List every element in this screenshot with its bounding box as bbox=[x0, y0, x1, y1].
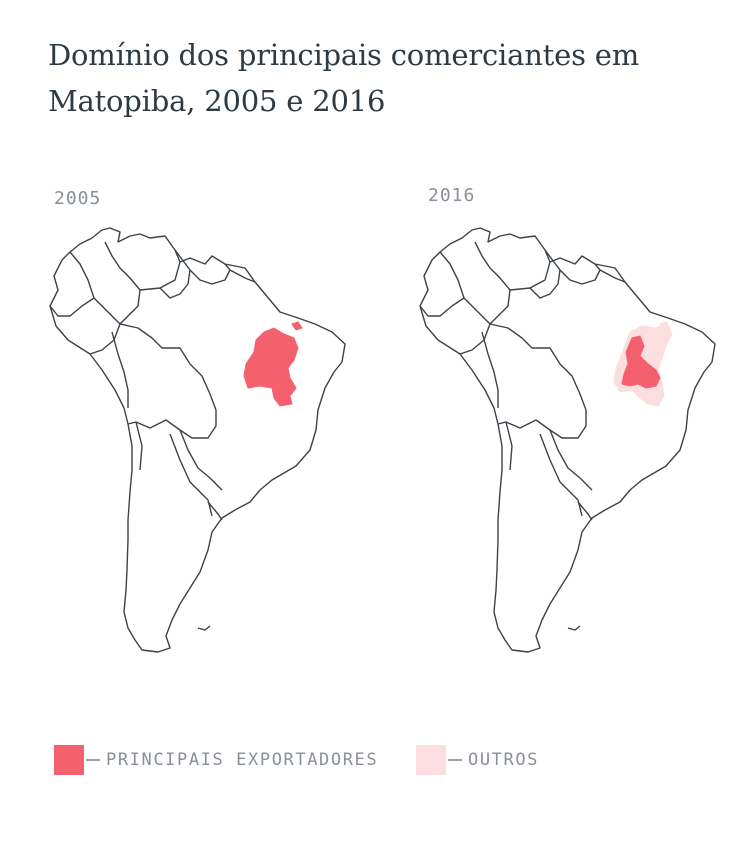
legend-label-principais: PRINCIPAIS EXPORTADORES bbox=[106, 750, 379, 770]
map-label-2005: 2005 bbox=[54, 188, 102, 209]
matopiba-principais-2005 bbox=[243, 327, 299, 407]
matopiba-principais-2016-north bbox=[659, 321, 671, 331]
legend-leader bbox=[448, 759, 462, 761]
legend-item-outros: OUTROS bbox=[416, 745, 539, 775]
south-america-outline bbox=[49, 227, 346, 653]
map-label-2016: 2016 bbox=[428, 185, 476, 206]
chart-title: Domínio dos principais comerciantes em M… bbox=[48, 38, 640, 118]
map-2016 bbox=[419, 227, 716, 653]
legend-item-principais: PRINCIPAIS EXPORTADORES bbox=[54, 745, 378, 775]
legend-leader bbox=[86, 759, 100, 761]
map-2005 bbox=[49, 227, 346, 653]
matopiba-principais-2016 bbox=[621, 335, 661, 389]
south-america-outline bbox=[419, 227, 716, 653]
legend-swatch-principais bbox=[54, 745, 84, 775]
matopiba-principais-2005-north bbox=[291, 321, 303, 331]
legend-swatch-outros bbox=[416, 745, 446, 775]
legend-label-outros: OUTROS bbox=[468, 750, 540, 770]
